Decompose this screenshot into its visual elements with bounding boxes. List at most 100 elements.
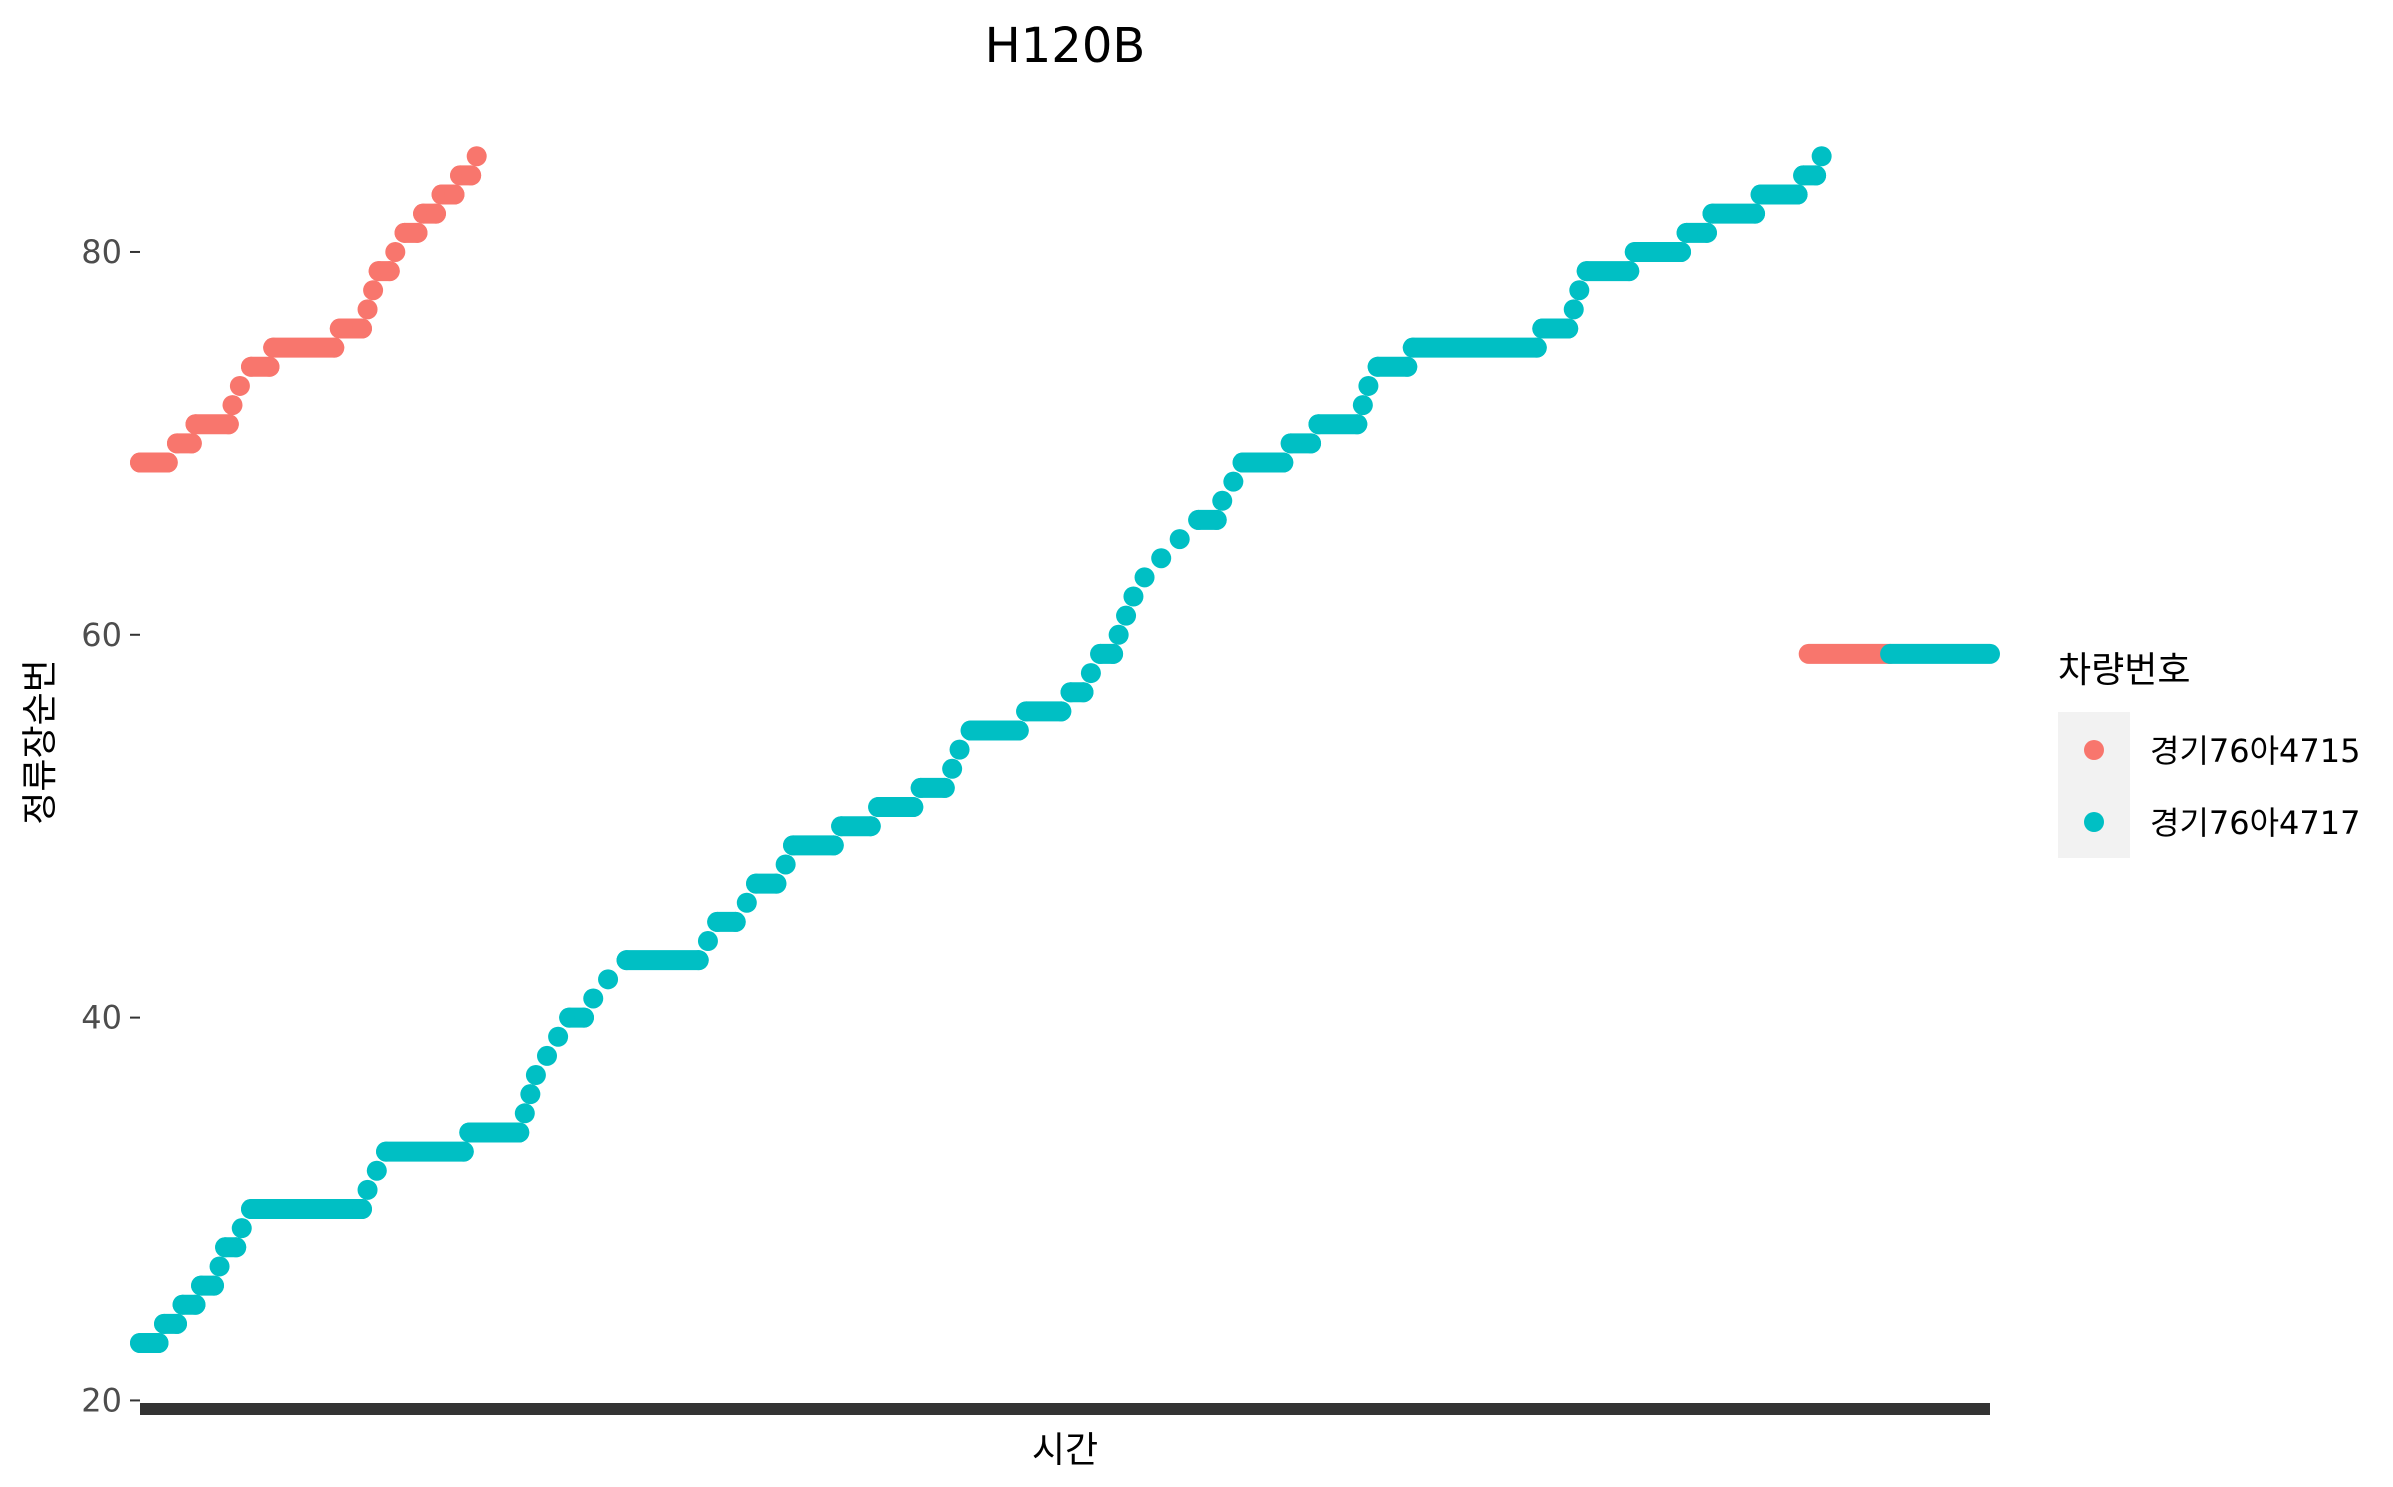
data-point	[231, 1218, 252, 1239]
data-point	[860, 816, 881, 837]
y-axis-title: 정류장순번	[20, 659, 61, 825]
data-point	[823, 835, 844, 856]
data-point	[1151, 548, 1172, 569]
data-point	[357, 299, 378, 320]
data-point	[229, 375, 250, 396]
y-tick-label: 40	[81, 999, 122, 1037]
data-point	[548, 1026, 569, 1047]
series-1	[130, 146, 1901, 664]
data-point	[407, 222, 428, 243]
y-tick-label: 80	[81, 233, 122, 271]
x-axis-title: 시간	[1032, 1430, 1098, 1471]
legend: 차량번호 경기76아4715 경기76아4717	[2058, 650, 2360, 858]
data-point	[222, 395, 243, 416]
chart-title: H120B	[985, 18, 1146, 74]
data-point	[453, 1141, 474, 1162]
data-point	[509, 1122, 530, 1143]
data-point	[1051, 701, 1072, 722]
data-point	[461, 165, 482, 186]
data-point	[1352, 395, 1373, 416]
y-axis-ticks: 20 40 60 80	[81, 233, 140, 1419]
data-point	[942, 758, 963, 779]
data-point	[426, 203, 446, 224]
data-point	[1811, 146, 1832, 167]
data-point	[598, 969, 619, 990]
data-point	[1671, 241, 1692, 262]
data-point	[1806, 165, 1827, 186]
legend-key-2	[2084, 812, 2104, 832]
data-point	[1008, 720, 1029, 741]
data-point	[1273, 452, 1294, 473]
data-point	[1526, 337, 1547, 358]
legend-key-1	[2084, 740, 2104, 760]
data-point	[357, 1179, 378, 1200]
data-point	[185, 1294, 206, 1315]
data-point	[537, 1045, 557, 1066]
data-point	[226, 1237, 247, 1258]
data-point	[766, 873, 787, 894]
data-point	[167, 1313, 187, 1334]
y-tick-label: 20	[81, 1381, 122, 1419]
data-point	[514, 1103, 535, 1124]
series-2	[130, 146, 2000, 1354]
data-point	[1347, 414, 1368, 435]
data-marks	[130, 146, 2000, 1354]
data-point	[204, 1275, 224, 1296]
data-point	[466, 146, 487, 167]
data-point	[352, 1199, 372, 1220]
data-point	[520, 1084, 541, 1105]
data-point	[1108, 624, 1129, 645]
data-point	[1558, 318, 1579, 339]
legend-title: 차량번호	[2058, 650, 2190, 691]
data-point	[1745, 203, 1766, 224]
data-point	[1563, 299, 1584, 320]
data-point	[574, 1007, 594, 1028]
data-point	[949, 739, 970, 760]
data-point	[385, 241, 406, 262]
data-point	[1569, 280, 1590, 301]
data-point	[363, 280, 384, 301]
data-point	[1212, 490, 1233, 511]
data-point	[1358, 375, 1379, 396]
data-point	[209, 1256, 230, 1277]
data-point	[1080, 663, 1101, 684]
data-point	[157, 452, 178, 473]
data-point	[1223, 471, 1244, 492]
data-point	[1073, 682, 1094, 703]
legend-label-2: 경기76아4717	[2150, 804, 2360, 842]
data-point	[775, 854, 796, 875]
data-point	[366, 1160, 387, 1181]
data-point	[1206, 509, 1227, 530]
data-point	[1301, 433, 1322, 454]
data-point	[903, 797, 924, 818]
legend-key-background	[2058, 712, 2130, 858]
data-point	[697, 931, 718, 952]
data-point	[1397, 356, 1418, 377]
y-tick-label: 60	[81, 616, 122, 654]
legend-label-1: 경기76아4715	[2150, 732, 2360, 770]
data-point	[379, 261, 400, 282]
data-point	[1787, 184, 1808, 205]
data-point	[148, 1333, 169, 1354]
data-point	[725, 911, 746, 932]
data-point	[1116, 605, 1137, 626]
data-point	[1169, 529, 1190, 550]
x-axis-rug	[140, 1403, 1990, 1415]
data-point	[259, 356, 280, 377]
data-point	[583, 988, 604, 1009]
data-point	[525, 1065, 546, 1086]
data-point	[934, 777, 955, 798]
data-point	[688, 950, 709, 971]
data-point	[218, 414, 239, 435]
data-point	[736, 892, 757, 913]
data-point	[1103, 643, 1124, 664]
data-point	[181, 433, 202, 454]
data-point	[324, 337, 345, 358]
data-point	[1696, 222, 1717, 243]
data-point	[444, 184, 465, 205]
data-point	[1134, 567, 1155, 588]
data-point	[352, 318, 372, 339]
